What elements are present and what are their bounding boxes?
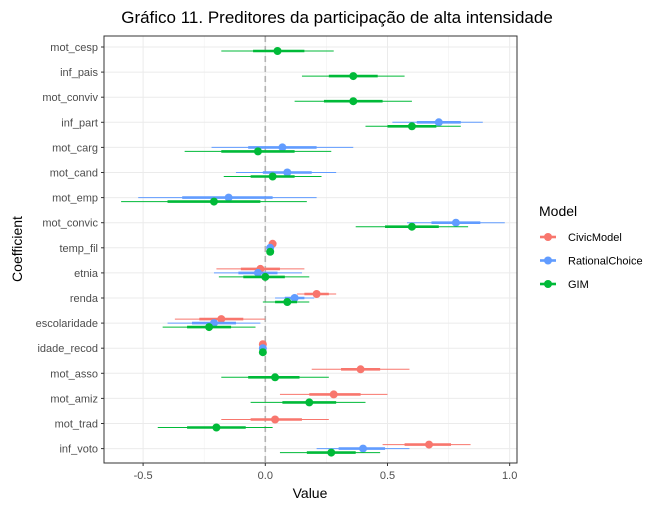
y-tick-label: mot_carg xyxy=(52,142,98,154)
point-estimate xyxy=(349,97,358,106)
panel-border xyxy=(103,35,518,464)
y-tick-label: inf_voto xyxy=(59,444,98,456)
point-estimate xyxy=(253,147,262,156)
y-tick-label: inf_pais xyxy=(60,67,98,79)
y-tick-label: idade_recod xyxy=(37,343,98,355)
x-tick-label: 1.0 xyxy=(502,470,517,482)
x-tick-label: 0.0 xyxy=(258,470,273,482)
point-estimate xyxy=(407,222,416,231)
y-tick-label: mot_conviv xyxy=(42,92,98,104)
legend: Model CivicModel RationalChoice GIM xyxy=(539,203,643,291)
series-RationalChoice xyxy=(138,118,505,453)
point-estimate xyxy=(327,448,336,457)
y-tick-label: mot_asso xyxy=(50,368,98,380)
point-estimate xyxy=(305,398,314,407)
y-tick-label: temp_fil xyxy=(59,243,98,255)
point-estimate xyxy=(359,444,368,453)
legend-item-RationalChoice: RationalChoice xyxy=(540,256,643,268)
y-axis-title: Coefficient xyxy=(9,216,25,282)
y-tick-label: mot_emp xyxy=(52,193,98,205)
point-estimate xyxy=(451,218,460,227)
point-estimate xyxy=(434,118,443,127)
chart-title: Gráfico 11. Preditores da participação d… xyxy=(121,8,553,27)
point-estimate xyxy=(349,72,358,81)
y-tick-label: mot_trad xyxy=(55,419,98,431)
point-estimate xyxy=(271,373,280,382)
point-estimate xyxy=(290,294,299,302)
y-tick-label: mot_amiz xyxy=(50,393,98,405)
point-estimate xyxy=(212,423,221,432)
legend-key-point xyxy=(544,280,552,288)
legend-item-CivicModel: CivicModel xyxy=(540,232,622,244)
legend-title: Model xyxy=(539,203,577,219)
y-tick-label: inf_part xyxy=(61,117,98,129)
x-axis-title: Value xyxy=(293,485,328,501)
y-tick-label: mot_cand xyxy=(50,168,98,180)
x-tick-label: 0.5 xyxy=(380,470,395,482)
point-estimate xyxy=(209,197,218,206)
point-estimate xyxy=(283,168,292,177)
x-axis-ticks: -0.5 0.0 0.5 1.0 xyxy=(134,463,517,482)
point-estimate xyxy=(271,415,280,424)
point-estimate xyxy=(425,440,434,449)
legend-items: CivicModel RationalChoice GIM xyxy=(540,232,643,291)
legend-item-GIM: GIM xyxy=(540,279,589,291)
y-axis-ticks: mot_cesp inf_pais mot_conviv inf_part mot_ca… xyxy=(36,42,104,456)
point-estimate xyxy=(266,247,275,256)
legend-key-point xyxy=(544,256,552,265)
point-estimate xyxy=(258,348,267,357)
point-estimate xyxy=(205,323,214,332)
point-estimate xyxy=(407,122,416,131)
point-estimate xyxy=(278,143,287,152)
y-tick-label: mot_cesp xyxy=(50,42,98,54)
x-tick-label: -0.5 xyxy=(134,470,153,482)
point-estimate xyxy=(253,268,262,277)
coefficient-marks xyxy=(121,47,505,457)
legend-key-point xyxy=(544,233,552,241)
point-estimate xyxy=(224,193,233,202)
point-estimate xyxy=(217,315,226,324)
point-estimate xyxy=(268,172,277,181)
point-estimate xyxy=(312,290,321,298)
point-estimate xyxy=(273,47,282,55)
legend-label: RationalChoice xyxy=(568,256,643,268)
series-GIM xyxy=(121,47,469,457)
point-estimate xyxy=(329,390,338,399)
legend-label: CivicModel xyxy=(568,232,622,244)
y-tick-label: renda xyxy=(70,293,99,305)
plot-panel xyxy=(104,36,517,463)
y-tick-label: mot_convic xyxy=(42,218,98,230)
point-estimate xyxy=(283,298,292,306)
point-estimate xyxy=(261,272,270,281)
legend-label: GIM xyxy=(568,279,589,291)
y-tick-label: etnia xyxy=(74,268,99,280)
y-tick-label: escolaridade xyxy=(36,318,98,330)
point-estimate xyxy=(356,365,365,374)
